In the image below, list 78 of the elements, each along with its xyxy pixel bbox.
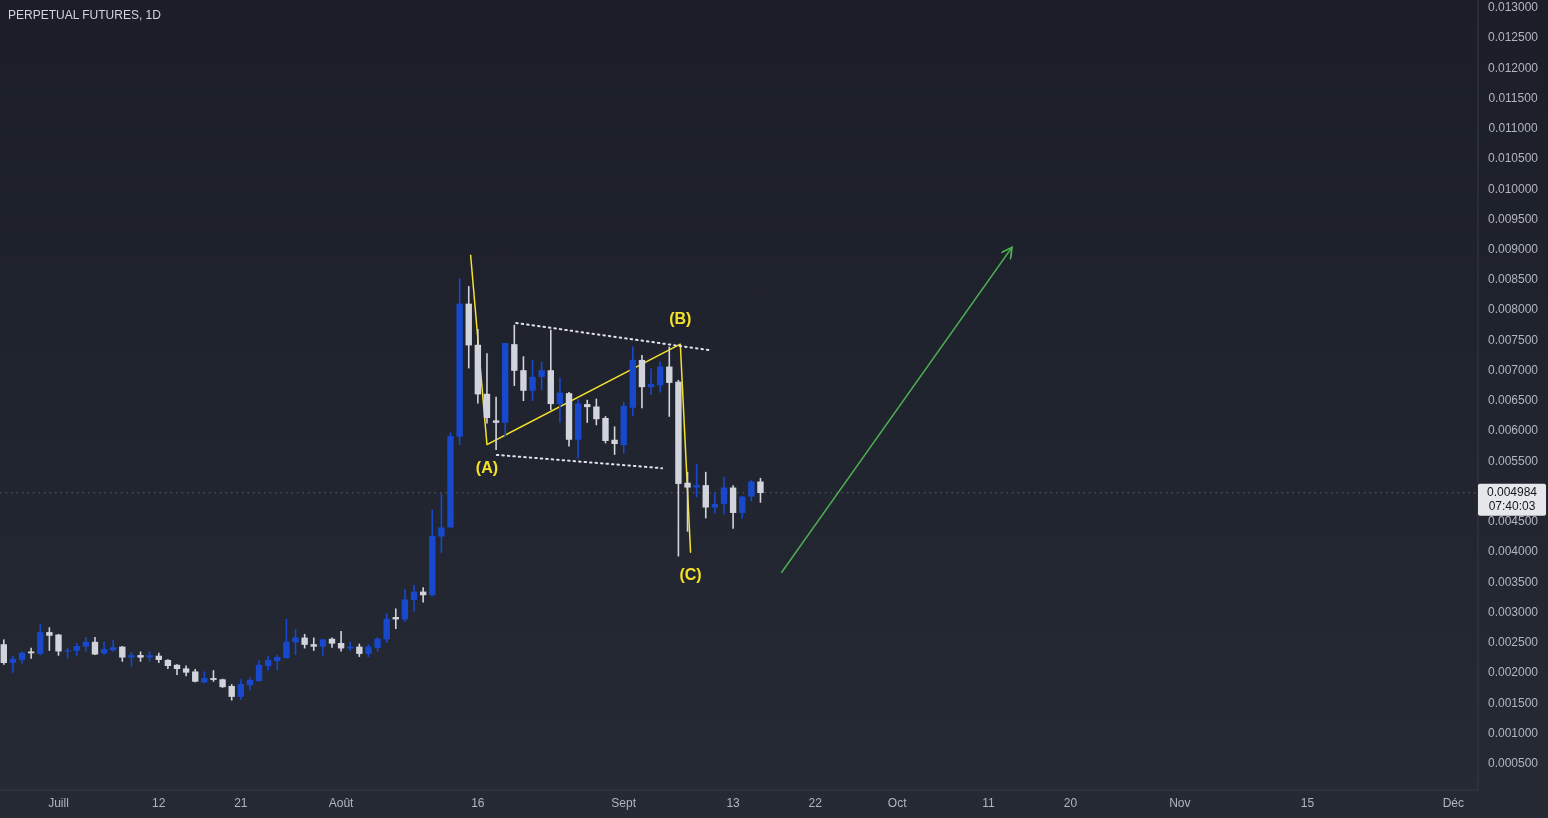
candlestick: [492, 396, 500, 451]
candlestick: [0, 638, 7, 666]
x-tick-label: 22: [808, 796, 823, 811]
candlestick: [310, 636, 317, 652]
annotation: (A): [475, 458, 499, 476]
candlestick: [584, 399, 591, 424]
candlestick: [401, 588, 409, 623]
y-tick-label: 0.001500: [1487, 695, 1539, 710]
text: PERPETUAL FUTURES, 1D: [8, 8, 162, 23]
x-tick-label: Sept: [611, 796, 637, 811]
y-tick-label: 0.005500: [1487, 453, 1539, 468]
candlestick: [739, 495, 746, 520]
y-tick-label: 0.011500: [1488, 90, 1538, 105]
y-tick-label: 0.000500: [1487, 756, 1539, 771]
x-tick-label: 13: [726, 796, 741, 811]
candlestick: [656, 360, 664, 394]
y-tick-label: 0.003500: [1487, 574, 1539, 589]
x-tick-label: Déc: [1442, 796, 1464, 811]
candlestick: [693, 463, 700, 499]
candlestick: [720, 475, 728, 515]
candlestick: [237, 678, 245, 701]
y-tick-label: 0.010000: [1487, 181, 1539, 196]
x-tick-label: Août: [328, 796, 355, 811]
candlestick: [529, 359, 536, 402]
y-tick-label: 0.002000: [1487, 665, 1539, 680]
x-tick-label: 16: [471, 796, 485, 811]
candlestick: [283, 618, 290, 660]
x-tick-label: 12: [152, 796, 166, 811]
y-tick-label: 0.009500: [1487, 211, 1539, 226]
y-tick-label: 0.006500: [1487, 393, 1539, 408]
candlestick: [702, 471, 709, 520]
y-tick-label: 0.009000: [1487, 242, 1539, 256]
y-tick-label: 0.010500: [1487, 151, 1539, 166]
y-tick-label: 0.001000: [1487, 725, 1539, 740]
candlestick: [46, 626, 53, 652]
candlestick: [757, 477, 764, 504]
candlestick: [255, 659, 263, 683]
y-tick-label: 0.004500: [1487, 514, 1539, 529]
x-tick-label: Oct: [887, 796, 908, 811]
candlestick: [27, 647, 35, 660]
y-tick-label: 0.013000: [1487, 0, 1539, 15]
y-tick-label: 0.008000: [1487, 302, 1539, 317]
candlestick: [666, 345, 673, 418]
annotation: (C): [679, 566, 702, 584]
candlestick: [520, 355, 527, 402]
annotation: (B): [669, 310, 692, 328]
y-tick-label: 0.012000: [1487, 60, 1539, 75]
text: 07:40:03: [1488, 498, 1536, 513]
candlestick: [647, 367, 655, 396]
ref-line-label: 0.004984: [1486, 484, 1538, 499]
y-tick-label: 0.007500: [1487, 332, 1539, 347]
candlestick: [593, 397, 600, 427]
y-tick-label: 0.006000: [1487, 423, 1539, 438]
y-tick-label: 0.007000: [1487, 362, 1539, 377]
candlestick: [556, 376, 564, 424]
candlestick: [37, 623, 44, 656]
y-tick-label: 0.002500: [1487, 635, 1539, 650]
candlestick: [438, 492, 445, 554]
y-tick-label: 0.003000: [1487, 604, 1539, 619]
y-tick-label: 0.008500: [1487, 272, 1539, 287]
y-tick-label: 0.012500: [1487, 30, 1539, 45]
candlestick: [748, 479, 755, 503]
candlestick: [383, 612, 390, 644]
x-tick-label: 15: [1300, 796, 1315, 811]
candlestick: [684, 471, 691, 533]
x-tick-label: 20: [1063, 796, 1078, 811]
y-tick-label: 0.011000: [1488, 121, 1538, 136]
candlestick: [292, 628, 299, 656]
x-tick-label: 21: [234, 796, 248, 811]
candlestick: [55, 633, 62, 657]
x-tick-label: 11: [982, 796, 995, 811]
candlestick: [602, 415, 609, 445]
candlestick: [711, 491, 719, 515]
candlestick: [538, 360, 545, 391]
candlestick: [611, 425, 618, 456]
x-tick-label: Nov: [1169, 796, 1191, 811]
x-tick-label: Juill: [48, 796, 69, 811]
y-tick-label: 0.004000: [1487, 544, 1539, 559]
